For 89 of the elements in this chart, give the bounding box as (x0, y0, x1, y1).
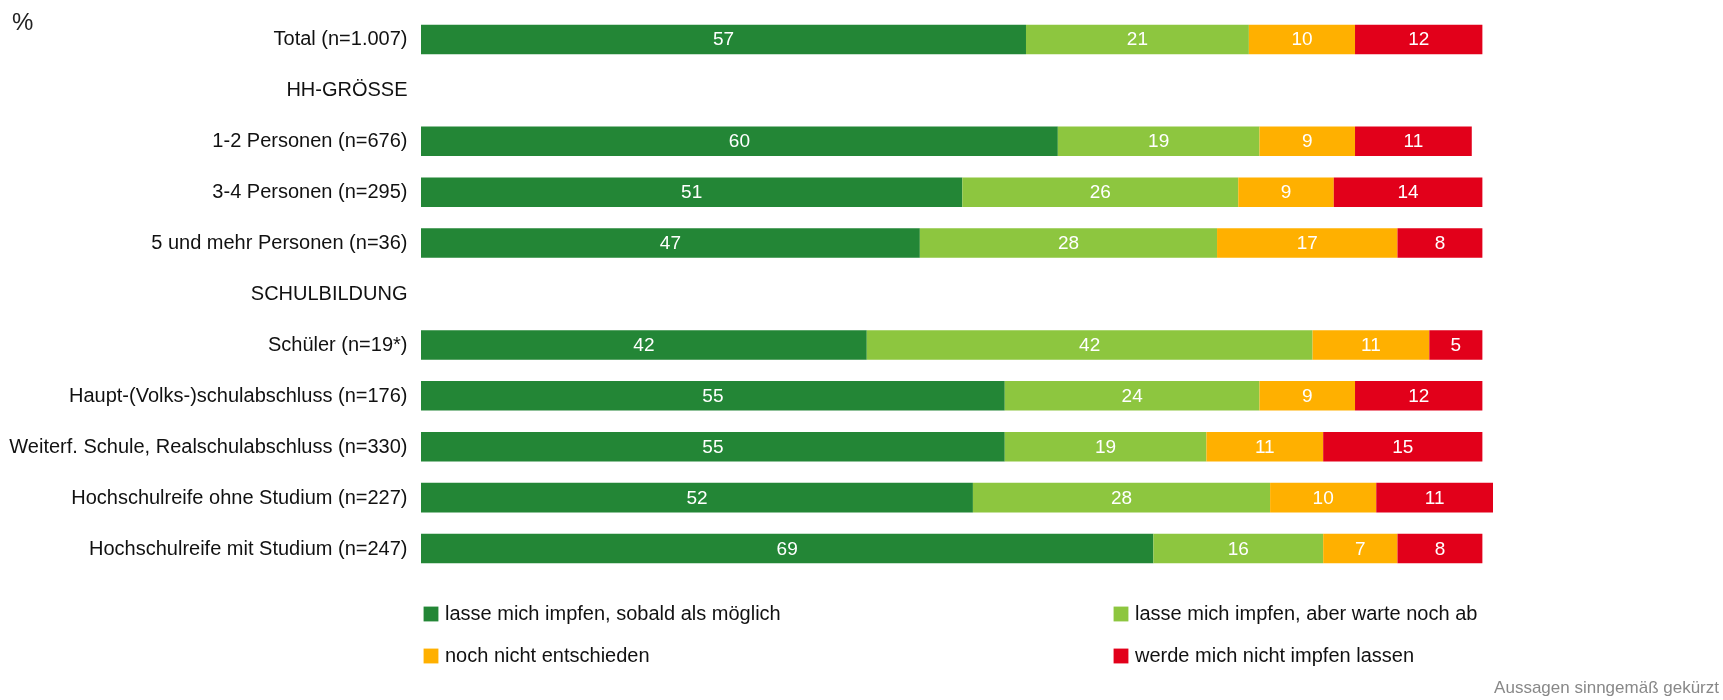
legend-label: werde mich nicht impfen lassen (1134, 644, 1415, 666)
data-label: 28 (1110, 486, 1133, 508)
bar (962, 177, 1239, 207)
data-label: 57 (712, 28, 735, 50)
y-tick-label: SCHULBILDUNG (250, 282, 408, 304)
bar (1429, 330, 1483, 360)
bar (1057, 126, 1260, 157)
legend-label: noch nicht entschieden (445, 644, 650, 666)
bar (972, 482, 1271, 513)
bar (421, 381, 1005, 411)
data-label: 42 (633, 333, 655, 355)
data-label: 9 (1280, 181, 1292, 203)
y-tick-label: Total (n=1.007) (273, 27, 408, 50)
data-label: 5 (1450, 333, 1462, 355)
bar (1025, 24, 1249, 55)
data-label: 26 (1089, 181, 1111, 203)
data-label: 11 (1403, 130, 1424, 152)
bar (1333, 177, 1483, 207)
bar (1355, 126, 1472, 157)
data-label: 24 (1121, 384, 1144, 406)
data-label: 47 (659, 232, 681, 254)
data-label: 11 (1254, 435, 1275, 457)
data-label: 14 (1397, 181, 1420, 203)
data-label: 52 (686, 486, 708, 508)
data-label: 55 (702, 435, 724, 457)
data-label: 28 (1057, 232, 1080, 254)
data-label: 69 (776, 537, 798, 559)
data-label: 11 (1361, 333, 1381, 355)
data-label: 17 (1296, 232, 1318, 254)
y-tick-label: Hochschulreife ohne Studium (n=227) (71, 485, 408, 508)
bar (1153, 533, 1324, 564)
data-label: 8 (1434, 537, 1446, 559)
data-label: 55 (702, 384, 724, 406)
data-label: 51 (681, 181, 703, 203)
data-label: 8 (1434, 232, 1446, 254)
data-label: 60 (728, 130, 750, 152)
bar (421, 533, 1154, 564)
bar (1004, 381, 1260, 411)
y-tick-label: 5 und mehr Personen (n=36) (151, 231, 408, 254)
bar (1259, 381, 1356, 411)
data-label: 12 (1408, 28, 1430, 50)
bar (1238, 177, 1334, 207)
bar (421, 177, 963, 207)
data-label: 10 (1312, 486, 1334, 508)
data-label: 10 (1291, 28, 1313, 50)
bar (421, 126, 1058, 157)
y-tick-label: Hochschulreife mit Studium (n=247) (89, 536, 408, 559)
bar (421, 228, 920, 258)
bar (1323, 431, 1483, 462)
data-label: 19 (1095, 435, 1117, 457)
bar (1355, 24, 1483, 55)
y-tick-label: 3-4 Personen (n=295) (212, 180, 408, 203)
bar (1355, 381, 1483, 411)
bar (1206, 431, 1324, 462)
bar (1397, 533, 1483, 564)
legend-label: lasse mich impfen, aber warte noch ab (1135, 602, 1478, 624)
bar (421, 431, 1005, 462)
bar (866, 330, 1313, 360)
data-label: 15 (1392, 435, 1414, 457)
bar (421, 330, 867, 360)
text: % (12, 8, 34, 36)
bar (1004, 431, 1207, 462)
y-tick-label: 1-2 Personen (n=676) (212, 129, 408, 152)
bar (1376, 482, 1493, 513)
y-tick-label: HH-GRÖSSE (286, 78, 408, 101)
bar (1259, 126, 1356, 157)
y-tick-label: Schüler (n=19*) (267, 332, 408, 355)
y-tick-label: Weiterf. Schule, Realschulabschluss (n=330) (9, 434, 408, 457)
data-label: 11 (1424, 486, 1445, 508)
bar (1323, 533, 1398, 564)
legend-label: lasse mich impfen, sobald als möglich (445, 602, 781, 624)
bar (1270, 482, 1377, 513)
bar (1217, 228, 1398, 258)
bar (421, 24, 1026, 55)
data-label: 9 (1301, 384, 1313, 406)
data-label: 21 (1126, 28, 1149, 50)
data-label: 42 (1079, 333, 1101, 355)
bar (1312, 330, 1430, 360)
data-label: 7 (1355, 537, 1366, 559)
data-label: 12 (1408, 384, 1430, 406)
bar (1248, 24, 1356, 55)
bar (919, 228, 1218, 258)
y-tick-label: Haupt-(Volks-)schulabschluss (n=176) (69, 383, 408, 406)
text: Aussagen sinngemäß gekürzt (1494, 678, 1719, 698)
data-label: 19 (1148, 130, 1170, 152)
bar (1397, 228, 1483, 258)
data-label: 16 (1227, 537, 1249, 559)
data-label: 9 (1301, 130, 1313, 152)
bar (421, 482, 973, 513)
